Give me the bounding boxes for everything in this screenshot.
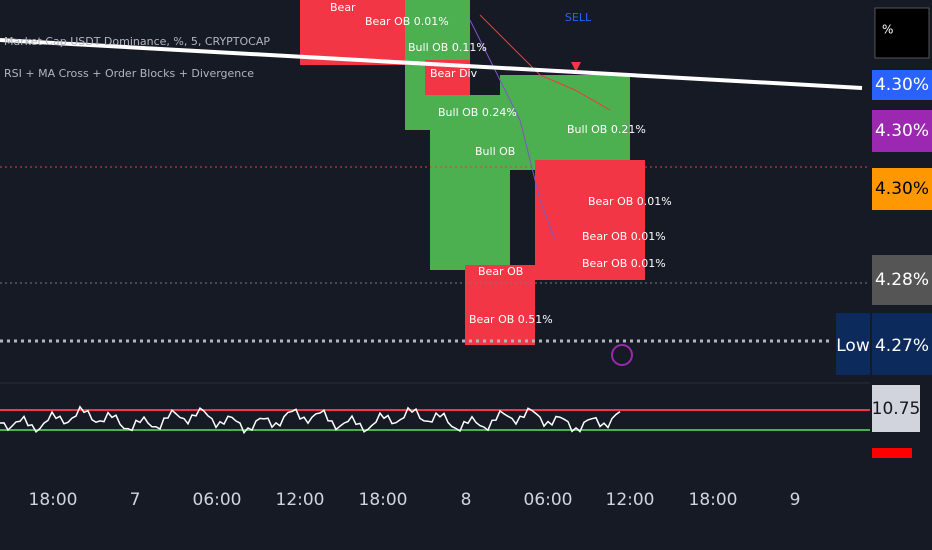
block-label: Bull OB 0.21% (567, 123, 646, 136)
time-label: 18:00 (29, 490, 78, 510)
block-label: Bull OB (475, 145, 515, 158)
block-label: Bear Div (430, 67, 478, 80)
rsi-line (0, 405, 621, 435)
sell-signal: SELL (565, 11, 592, 24)
time-label: 9 (790, 490, 801, 510)
block-label: Bull OB 0.24% (438, 106, 517, 119)
block-label: Bear OB 0.01% (582, 257, 666, 270)
ma-line (479, 14, 611, 111)
trend-line (0, 38, 863, 90)
bull-block (430, 95, 510, 270)
order-blocks-layer (300, 0, 645, 345)
time-label: 06:00 (524, 490, 573, 510)
low-label: Low (836, 336, 870, 356)
price-tag-label: 4.30% (875, 179, 929, 199)
time-label: 7 (130, 490, 141, 510)
indicator-title: RSI + MA Cross + Order Blocks + Divergen… (4, 67, 254, 80)
unit-label: % (882, 23, 893, 37)
block-label: Bull OB 0.11% (408, 41, 487, 54)
block-label: Bear OB (478, 265, 523, 278)
time-label: 12:00 (276, 490, 325, 510)
price-tag (872, 70, 932, 100)
price-tag (872, 110, 932, 152)
rsi-tag-label: 10.75 (872, 399, 921, 419)
unit-box (874, 7, 930, 59)
low-tag (836, 313, 870, 375)
ma-line (469, 19, 556, 241)
bear-block (535, 160, 645, 280)
block-label: Bear OB 0.51% (469, 313, 553, 326)
event-icon (611, 344, 633, 366)
symbol-title: Market Cap USDT Dominance, %, 5, CRYPTOC… (4, 35, 270, 48)
price-tag (872, 168, 932, 210)
price-tag-label: 4.30% (875, 75, 929, 95)
price-tag-label: 4.30% (875, 121, 929, 141)
block-label: Bear OB 0.01% (365, 15, 449, 28)
price-tag (872, 255, 932, 305)
sell-arrow (571, 62, 581, 72)
time-label: 06:00 (193, 490, 242, 510)
price-tag-label: 4.27% (875, 336, 929, 356)
price-tag (872, 313, 932, 375)
time-label: 18:00 (359, 490, 408, 510)
time-axis: 18:00 7 06:00 12:00 18:00 8 06:00 12:00 18:00 9 (29, 490, 801, 510)
block-label: Bear OB 0.01% (588, 195, 672, 208)
block-label: Bear (330, 1, 356, 14)
time-label: 8 (461, 490, 472, 510)
labels-layer: Market Cap USDT Dominance, %, 5, CRYPTOC… (4, 1, 672, 326)
price-tag-label: 4.28% (875, 270, 929, 290)
block-label: Bear OB 0.01% (582, 230, 666, 243)
time-label: 18:00 (689, 490, 738, 510)
bull-block (500, 75, 630, 170)
rsi-tag (872, 385, 920, 432)
time-label: 12:00 (606, 490, 655, 510)
bear-block (465, 265, 535, 345)
price-scale: % 4.30% 4.30% 4.30% 4.28% Low 4.27% 10.7… (836, 7, 932, 458)
rsi-marker (872, 448, 912, 458)
